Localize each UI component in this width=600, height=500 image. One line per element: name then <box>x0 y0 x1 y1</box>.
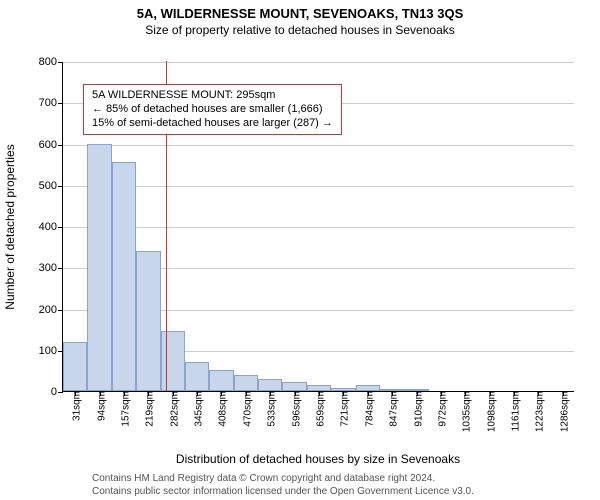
info-box-line: ← 85% of detached houses are smaller (1,… <box>92 103 333 117</box>
xtick-label: 219sqm <box>141 391 156 427</box>
ytick-label: 800 <box>39 56 63 68</box>
attribution: Contains HM Land Registry data © Crown c… <box>92 472 474 498</box>
xtick-label: 1098sqm <box>482 391 497 432</box>
gridline <box>63 62 574 63</box>
chart-container: Number of detached properties 0100200300… <box>0 0 600 500</box>
histogram-bar <box>282 382 306 391</box>
xtick-label: 1161sqm <box>507 391 522 431</box>
xtick-label: 282sqm <box>165 391 180 427</box>
xtick-label: 1286sqm <box>555 391 570 432</box>
histogram-bar <box>112 162 136 391</box>
xtick-label: 910sqm <box>409 391 424 427</box>
ytick-label: 300 <box>39 262 63 274</box>
y-axis-label: Number of detached properties <box>3 144 17 309</box>
xtick-label: 94sqm <box>92 391 107 421</box>
xtick-label: 533sqm <box>263 391 278 427</box>
ytick-label: 100 <box>39 345 63 357</box>
gridline <box>63 227 574 228</box>
info-box-line: 5A WILDERNESSE MOUNT: 295sqm <box>92 89 333 103</box>
xtick-label: 345sqm <box>190 391 205 427</box>
gridline <box>63 186 574 187</box>
info-box-line: 15% of semi-detached houses are larger (… <box>92 117 333 131</box>
ytick-label: 500 <box>39 180 63 192</box>
histogram-bar <box>87 144 111 392</box>
xtick-label: 847sqm <box>385 391 400 427</box>
xtick-label: 596sqm <box>287 391 302 427</box>
ytick-label: 0 <box>51 386 63 398</box>
xtick-label: 157sqm <box>116 391 131 427</box>
xtick-label: 1223sqm <box>531 391 546 432</box>
xtick-label: 408sqm <box>214 391 229 427</box>
xtick-label: 972sqm <box>433 391 448 427</box>
attribution-line-2: Contains public sector information licen… <box>92 485 474 498</box>
ytick-label: 200 <box>39 304 63 316</box>
gridline <box>63 145 574 146</box>
histogram-bar <box>161 331 185 391</box>
histogram-bar <box>234 375 258 392</box>
attribution-line-1: Contains HM Land Registry data © Crown c… <box>92 472 474 485</box>
xtick-label: 31sqm <box>68 391 83 421</box>
xtick-label: 1035sqm <box>458 391 473 432</box>
histogram-bar <box>258 379 282 391</box>
info-box: 5A WILDERNESSE MOUNT: 295sqm← 85% of det… <box>83 84 342 135</box>
histogram-bar <box>136 251 160 391</box>
histogram-bar <box>63 342 87 392</box>
plot-area: 010020030040050060070080031sqm94sqm157sq… <box>62 62 574 392</box>
x-axis-label: Distribution of detached houses by size … <box>62 452 574 466</box>
xtick-label: 784sqm <box>360 391 375 427</box>
histogram-bar <box>209 370 233 391</box>
xtick-label: 721sqm <box>336 391 351 427</box>
ytick-label: 400 <box>39 221 63 233</box>
xtick-label: 659sqm <box>312 391 327 427</box>
histogram-bar <box>185 362 209 391</box>
ytick-label: 700 <box>39 97 63 109</box>
ytick-label: 600 <box>39 139 63 151</box>
xtick-label: 470sqm <box>238 391 253 427</box>
